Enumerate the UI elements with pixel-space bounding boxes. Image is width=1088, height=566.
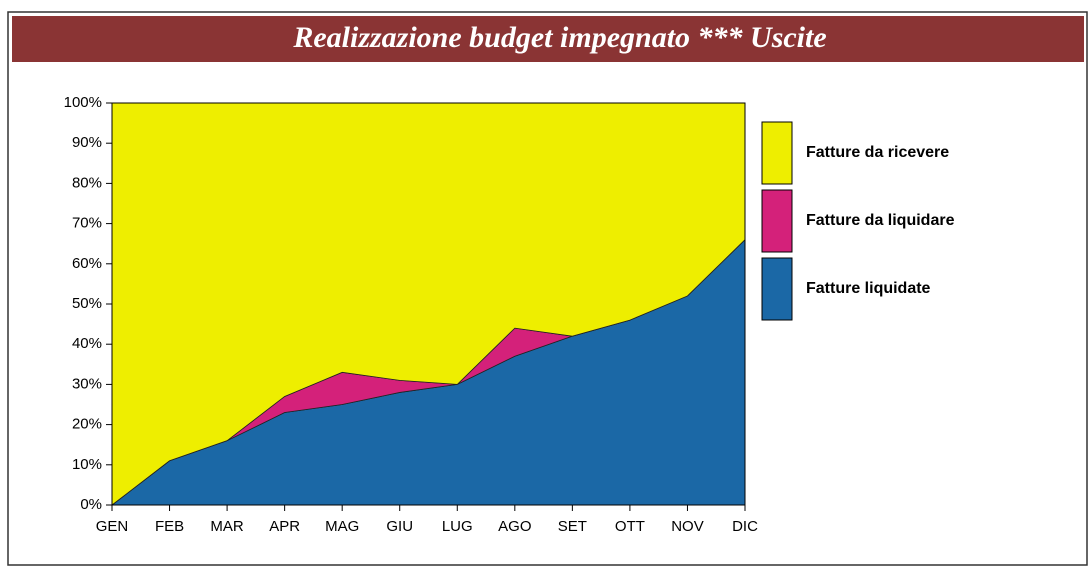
chart-title: Realizzazione budget impegnato *** Uscit… xyxy=(292,21,826,54)
y-tick-label: 0% xyxy=(80,496,102,513)
y-tick-label: 30% xyxy=(72,375,102,392)
y-tick-label: 60% xyxy=(72,255,102,272)
x-tick-label: NOV xyxy=(671,518,704,535)
title-bar xyxy=(12,16,1084,62)
x-tick-label: GEN xyxy=(96,518,129,535)
y-tick-label: 90% xyxy=(72,134,102,151)
x-tick-label: MAG xyxy=(325,518,359,535)
x-tick-label: GIU xyxy=(386,518,413,535)
legend-label: Fatture da ricevere xyxy=(806,144,949,161)
x-tick-label: APR xyxy=(269,518,300,535)
y-tick-label: 70% xyxy=(72,215,102,232)
x-tick-label: DIC xyxy=(732,518,758,535)
x-tick-label: FEB xyxy=(155,518,184,535)
x-tick-label: OTT xyxy=(615,518,645,535)
x-tick-label: LUG xyxy=(442,518,473,535)
legend-swatch xyxy=(761,189,793,253)
y-tick-label: 20% xyxy=(72,416,102,433)
x-tick-label: MAR xyxy=(210,518,244,535)
x-tick-label: SET xyxy=(558,518,587,535)
y-tick-label: 50% xyxy=(72,295,102,312)
legend-label: Fatture da liquidare xyxy=(806,212,955,229)
x-tick-label: AGO xyxy=(498,518,531,535)
y-tick-label: 40% xyxy=(72,335,102,352)
legend-label: Fatture liquidate xyxy=(806,280,931,297)
y-tick-label: 10% xyxy=(72,456,102,473)
y-tick-label: 100% xyxy=(64,94,102,111)
legend-swatch xyxy=(761,257,793,321)
y-tick-label: 80% xyxy=(72,174,102,191)
legend-swatch xyxy=(761,121,793,185)
